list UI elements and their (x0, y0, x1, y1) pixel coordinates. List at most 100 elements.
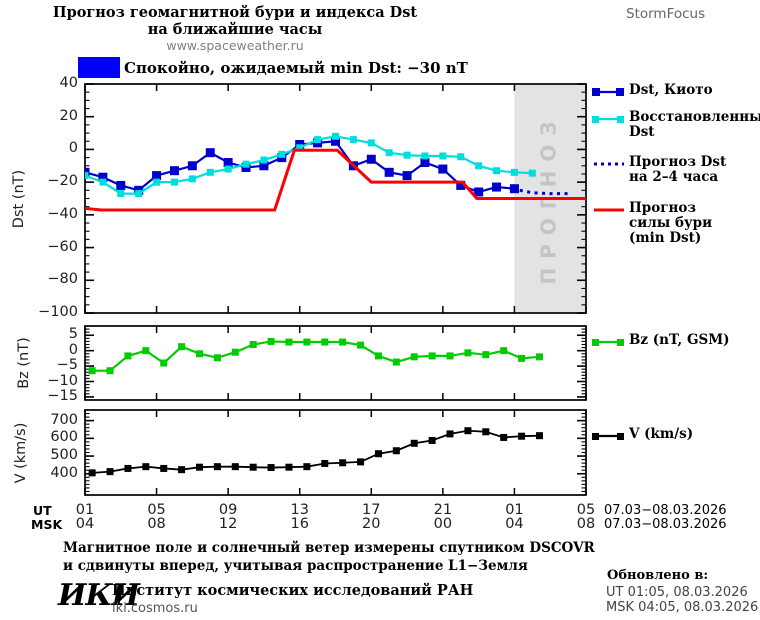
data-point (509, 184, 519, 194)
forecast-dst-line-sample (594, 162, 624, 166)
x-tick-label: 13 (290, 502, 309, 518)
data-point (420, 158, 430, 168)
data-point (482, 428, 490, 436)
data-point (117, 190, 125, 198)
y-tick-label: −60 (47, 238, 78, 255)
data-point (392, 358, 400, 366)
data-point (152, 171, 162, 181)
data-point (88, 469, 96, 477)
data-point (321, 459, 329, 467)
data-point (475, 162, 483, 170)
data-point (464, 427, 472, 435)
data-point (474, 187, 484, 197)
data-point (339, 459, 347, 467)
legend-v: V (km/s) (592, 427, 693, 442)
data-point (446, 352, 454, 360)
y-tick-label: 500 (50, 447, 78, 464)
data-point (374, 352, 382, 360)
data-point (500, 433, 508, 441)
data-point (278, 150, 286, 158)
legend-bz: Bz (nT, GSM) (592, 333, 730, 348)
data-point (259, 161, 269, 171)
data-point (421, 152, 429, 160)
data-point (196, 350, 204, 358)
data-point (224, 165, 232, 173)
date-range-ut: 07.03−08.03.2026 (604, 503, 727, 518)
y-tick-label: 700 (50, 411, 78, 428)
legend-storm-forecast: Прогноз силы бури (min Dst) (592, 201, 712, 246)
dst-series-group (85, 132, 586, 212)
legend-restored-label-2: Dst (629, 124, 655, 140)
x-tick-label: 09 (218, 502, 238, 518)
data-point (213, 354, 221, 362)
dst-kyoto-line-sample (592, 88, 624, 96)
data-point (493, 167, 501, 175)
x-tick-label: 05 (576, 502, 596, 518)
y-tick-label: −100 (38, 304, 78, 320)
legend-v-label: V (km/s) (629, 426, 694, 442)
data-point (142, 463, 150, 471)
data-point (492, 182, 502, 192)
data-point (249, 463, 257, 471)
data-point (446, 430, 454, 438)
data-point (500, 347, 508, 355)
legend-forecast-label-2: на 2–4 часа (629, 169, 719, 185)
source-url: www.spaceweather.ru (166, 38, 304, 53)
x-tick-label: 04 (75, 516, 95, 532)
legend-forecast-dst: Прогноз Dst на 2–4 часа (592, 155, 726, 185)
x-tick-label: 00 (433, 516, 453, 532)
data-point (170, 178, 178, 186)
data-point (206, 168, 214, 176)
y-tick-label: 5 (68, 326, 78, 343)
legend-storm-label-1: Прогноз (629, 200, 696, 216)
bz-panel-frame (84, 325, 587, 401)
x-tick-label: 21 (433, 502, 453, 518)
data-point (153, 178, 161, 186)
data-point (439, 152, 447, 160)
data-point (303, 338, 311, 346)
iki-logo: ИКИ (58, 578, 140, 613)
institute-name: Институт космических исследований РАН (112, 582, 474, 599)
data-point (196, 463, 204, 471)
data-point (314, 136, 322, 144)
data-point (384, 167, 394, 177)
v-series-group (88, 427, 543, 477)
legend-bz-label: Bz (nT, GSM) (629, 332, 730, 348)
data-point (178, 343, 186, 351)
brand-label: StormFocus (626, 6, 706, 22)
page-subtitle: на ближайшие часы (147, 21, 323, 38)
series-line (92, 340, 540, 372)
data-point (169, 166, 179, 176)
data-point (99, 178, 107, 186)
v-axis-label: V (km/s) (13, 422, 29, 484)
page-title: Прогноз геомагнитной бури и индекса Dst (52, 4, 418, 21)
y-tick-label: −10 (47, 372, 78, 389)
data-point (88, 367, 96, 375)
data-point (116, 180, 126, 190)
x-tick-label: 05 (147, 502, 166, 518)
data-point (357, 341, 365, 349)
x-tick-label: 12 (218, 516, 238, 532)
data-point (428, 352, 436, 360)
y-tick-label: 40 (59, 75, 78, 91)
x-tick-label: 08 (576, 516, 596, 532)
data-point (98, 172, 108, 182)
data-point (518, 432, 526, 440)
data-point (464, 349, 472, 357)
y-tick-label: 0 (68, 140, 78, 157)
data-point (457, 153, 465, 161)
ut-row-label: UT (33, 503, 52, 518)
bz-line-sample (592, 339, 624, 346)
status-banner-text: Спокойно, ожидаемый min Dst: −30 nT (124, 59, 468, 77)
y-tick-label: −15 (47, 387, 78, 404)
data-point (135, 190, 143, 198)
data-point (410, 353, 418, 361)
y-tick-label: −5 (56, 357, 78, 374)
data-point (160, 464, 168, 472)
x-tick-label: 17 (362, 502, 381, 518)
data-point (357, 458, 365, 466)
data-point (188, 175, 196, 183)
data-point (456, 180, 466, 190)
data-point (205, 148, 215, 158)
